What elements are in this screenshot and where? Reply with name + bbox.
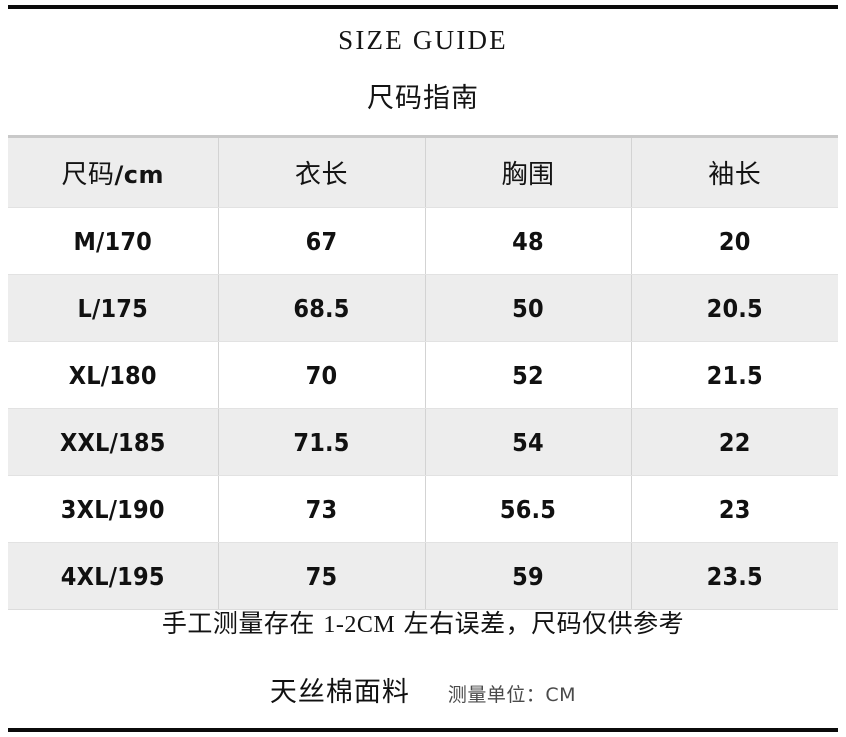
table-row: L/175 68.5 50 20.5 bbox=[8, 274, 838, 342]
cell-length: 75 bbox=[218, 542, 426, 610]
cell-length: 67 bbox=[218, 207, 426, 275]
cell-bust: 52 bbox=[425, 341, 632, 409]
tolerance-prefix-text: 手工测量存在 bbox=[161, 609, 315, 638]
cell-size: XXL/185 bbox=[8, 408, 219, 476]
table-row: XXL/185 71.5 54 22 bbox=[8, 408, 838, 476]
column-header-bust: 胸围 bbox=[425, 135, 632, 208]
measurement-unit-label: 测量单位：CM bbox=[447, 684, 577, 706]
table-header: 尺码/cm 衣长 胸围 袖长 bbox=[8, 135, 838, 208]
column-header-size-label: 尺码 bbox=[61, 160, 115, 190]
cell-length: 73 bbox=[218, 475, 426, 543]
cell-bust: 59 bbox=[425, 542, 632, 610]
measurement-tolerance-note: 手工测量存在 1-2CM 左右误差，尺码仅供参考 bbox=[0, 609, 846, 640]
cell-size: 4XL/195 bbox=[8, 542, 219, 610]
cell-size: M/170 bbox=[8, 207, 219, 275]
cell-size: XL/180 bbox=[8, 341, 219, 409]
fabric-and-unit-row: 天丝棉面料 测量单位：CM bbox=[0, 677, 846, 709]
cell-size: L/175 bbox=[8, 274, 219, 342]
column-header-sleeve: 袖长 bbox=[631, 135, 838, 208]
tolerance-value-text: 1-2CM bbox=[323, 612, 396, 638]
cell-bust: 48 bbox=[425, 207, 632, 275]
cell-sleeve: 23.5 bbox=[631, 542, 838, 610]
page-title-chinese: 尺码指南 bbox=[367, 83, 479, 114]
table-row: M/170 67 48 20 bbox=[8, 207, 838, 275]
cell-sleeve: 20.5 bbox=[631, 274, 838, 342]
page-title-english: SIZE GUIDE bbox=[338, 25, 508, 55]
tolerance-suffix-text: 左右误差，尺码仅供参考 bbox=[403, 609, 685, 638]
size-chart-table: 尺码/cm 衣长 胸围 袖长 M/170 67 48 20 L/175 68.5… bbox=[8, 135, 838, 610]
cell-sleeve: 23 bbox=[631, 475, 838, 543]
top-divider-rule bbox=[8, 5, 838, 9]
column-header-length: 衣长 bbox=[218, 135, 426, 208]
cell-size: 3XL/190 bbox=[8, 475, 219, 543]
column-header-size: 尺码/cm bbox=[8, 135, 219, 208]
column-header-size-unit: /cm bbox=[114, 161, 164, 189]
cell-bust: 56.5 bbox=[425, 475, 632, 543]
cell-sleeve: 21.5 bbox=[631, 341, 838, 409]
cell-length: 68.5 bbox=[218, 274, 426, 342]
table-body: M/170 67 48 20 L/175 68.5 50 20.5 XL/180… bbox=[8, 207, 838, 610]
cell-sleeve: 22 bbox=[631, 408, 838, 476]
bottom-divider-rule bbox=[8, 728, 838, 732]
cell-length: 71.5 bbox=[218, 408, 426, 476]
cell-bust: 50 bbox=[425, 274, 632, 342]
cell-bust: 54 bbox=[425, 408, 632, 476]
table-row: 3XL/190 73 56.5 23 bbox=[8, 475, 838, 543]
cell-length: 70 bbox=[218, 341, 426, 409]
table-row: 4XL/195 75 59 23.5 bbox=[8, 542, 838, 610]
table-header-row: 尺码/cm 衣长 胸围 袖长 bbox=[8, 135, 838, 208]
fabric-label: 天丝棉面料 bbox=[269, 677, 410, 708]
cell-sleeve: 20 bbox=[631, 207, 838, 275]
table-row: XL/180 70 52 21.5 bbox=[8, 341, 838, 409]
